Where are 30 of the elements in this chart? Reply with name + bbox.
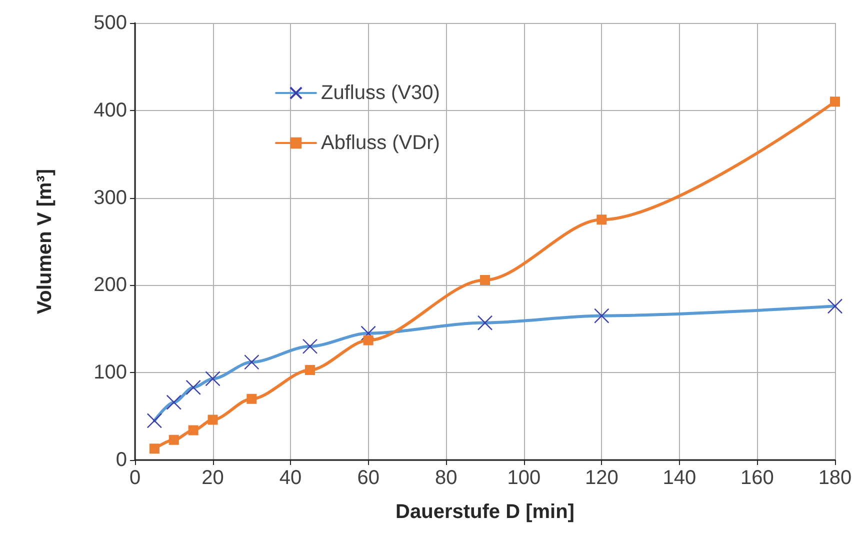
- x-tick-label: 40: [279, 467, 302, 489]
- y-tick-label: 100: [94, 362, 127, 384]
- point: [363, 335, 374, 346]
- y-tick-label: 400: [94, 99, 127, 122]
- y-tick-label: 200: [94, 274, 127, 296]
- x-tick-label: 120: [584, 467, 618, 489]
- y-tick-label: 0: [116, 449, 127, 471]
- legend-label: Zufluss (V30): [321, 82, 440, 104]
- point: [188, 425, 198, 436]
- point: [168, 434, 179, 445]
- point: [149, 444, 160, 454]
- y-axis-title: Volumen V [m³]: [34, 168, 56, 314]
- point: [208, 414, 218, 425]
- x-tick-label: 20: [202, 467, 224, 489]
- x-tick-label: 60: [357, 467, 380, 489]
- point: [305, 364, 315, 375]
- point: [830, 96, 840, 107]
- point: [246, 394, 257, 404]
- legend-label: Abfluss (VDr): [321, 132, 440, 154]
- x-tick-label: 180: [818, 467, 852, 489]
- x-tick-label: 140: [662, 467, 696, 489]
- x-tick-label: 160: [740, 467, 774, 489]
- point: [480, 274, 490, 285]
- x-tick-label: 80: [434, 467, 458, 489]
- y-tick-label: 500: [94, 12, 127, 34]
- point: [596, 214, 607, 225]
- y-tick-label: 300: [94, 186, 127, 209]
- x-axis-title: Dauerstufe D [min]: [396, 501, 574, 523]
- x-tick-label: 0: [129, 467, 141, 489]
- x-tick-label: 100: [507, 467, 541, 489]
